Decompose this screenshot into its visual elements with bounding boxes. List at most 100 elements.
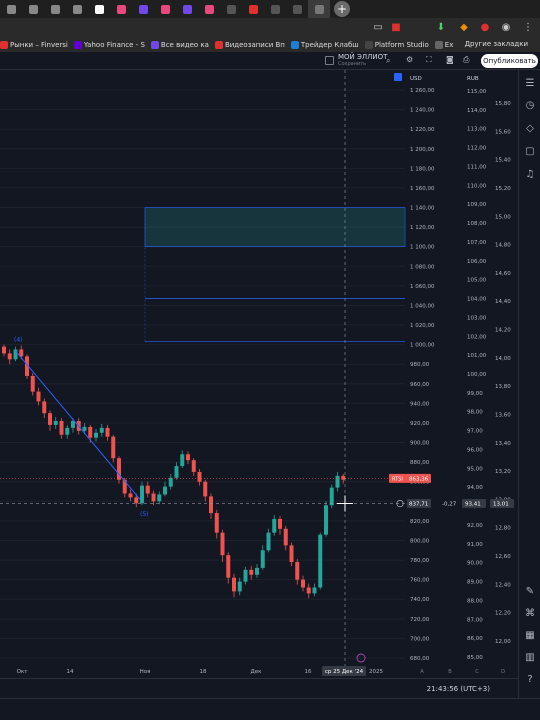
fullscreen-icon[interactable]: ⛶ xyxy=(426,55,432,64)
bookmark-icon xyxy=(0,41,8,49)
browser-tab[interactable] xyxy=(44,0,66,18)
time-tick-label: 18 xyxy=(200,669,207,675)
browser-tab[interactable] xyxy=(88,0,110,18)
browser-tab[interactable] xyxy=(132,0,154,18)
browser-tab[interactable] xyxy=(308,0,330,18)
rub-tick-label: 86,00 xyxy=(467,636,483,642)
usd-tick-label: 1 000,00 xyxy=(410,343,435,349)
browser-tab[interactable] xyxy=(286,0,308,18)
chat-icon[interactable]: ▢ xyxy=(525,146,535,157)
abp-icon[interactable]: ● xyxy=(480,22,490,33)
rub-tick-label: 88,00 xyxy=(467,598,483,604)
rub-tick-label: 104,00 xyxy=(467,297,487,303)
browser-tab[interactable] xyxy=(154,0,176,18)
browser-tab[interactable] xyxy=(264,0,286,18)
alerts-clock-icon[interactable]: ◷ xyxy=(525,100,535,111)
candle-body xyxy=(105,427,110,437)
bookmark-star-icon[interactable]: ■ xyxy=(391,22,401,33)
settings-icon[interactable]: ⚙ xyxy=(406,55,414,64)
right-tick-label: 12,60 xyxy=(495,554,511,560)
candle-body xyxy=(237,581,242,592)
browser-tab[interactable] xyxy=(110,0,132,18)
candle-body xyxy=(174,466,179,478)
event-marker-icon[interactable] xyxy=(356,653,366,663)
utc-clock[interactable]: 21:43:56 (UTC+3) xyxy=(426,685,490,693)
candle-body xyxy=(94,432,98,438)
right-tick-label: 15,20 xyxy=(495,186,511,192)
browser-tab[interactable] xyxy=(242,0,264,18)
watchlist-icon[interactable]: ☰ xyxy=(525,78,535,89)
candle-body xyxy=(7,353,12,360)
rub-tick-label: 113,00 xyxy=(467,127,487,133)
bookmark-icon xyxy=(214,41,223,49)
help-icon[interactable]: ? xyxy=(527,674,533,685)
rub-tick-label: 111,00 xyxy=(467,164,487,170)
layout-icon[interactable] xyxy=(325,56,334,65)
chart-bottom-bar: 21:43:56 (UTC+3) xyxy=(0,678,518,698)
notifications-bell-icon[interactable]: ♫ xyxy=(525,169,535,180)
candle-body xyxy=(272,518,277,533)
pencil-tool-icon[interactable]: ✎ xyxy=(525,586,535,597)
browser-tab[interactable] xyxy=(0,0,22,18)
add-alert-icon[interactable] xyxy=(396,500,404,508)
bookmark-item[interactable]: Ex xyxy=(434,41,453,49)
browser-tab[interactable] xyxy=(220,0,242,18)
right-tick-label: 15,60 xyxy=(495,129,511,135)
usd-tick-label: 1 100,00 xyxy=(410,245,435,251)
candle-body xyxy=(13,349,18,360)
time-tick-label: 2025 xyxy=(369,669,383,675)
share-icon[interactable]: ⎙ xyxy=(463,55,470,64)
publish-button[interactable]: Опубликовать xyxy=(481,54,538,68)
rtsi-price-tag xyxy=(389,473,431,483)
bookmark-item[interactable]: Видеозаписи Вп xyxy=(214,41,285,49)
bookmark-item[interactable]: Все видео ка xyxy=(150,41,209,49)
bookmark-item[interactable]: Рынки – Finversi xyxy=(0,41,68,49)
browser-tab[interactable] xyxy=(66,0,88,18)
usd-tick-label: 1 080,00 xyxy=(410,264,435,270)
extensions-icon[interactable]: ▭ xyxy=(373,22,383,33)
layers-icon[interactable]: ◇ xyxy=(526,123,534,134)
other-bookmarks[interactable]: Другие закладки xyxy=(464,40,528,48)
browser-tab-strip: + xyxy=(0,0,540,18)
rub-tick-label: 98,00 xyxy=(467,410,483,416)
candle-body xyxy=(140,485,144,504)
candle-body xyxy=(243,569,248,582)
new-tab-button[interactable]: + xyxy=(334,1,350,17)
candle-body xyxy=(88,426,93,438)
chart-area[interactable]: (4) (5) USD RUB 1 260,00 1 240,00 1 220,00 1 20… xyxy=(0,70,518,678)
bookmark-item[interactable]: Yahoo Finance - S xyxy=(73,41,145,49)
camera-icon[interactable]: ◙ xyxy=(446,55,454,64)
elliott-wave-line[interactable] xyxy=(15,351,141,500)
bar-chart-icon[interactable]: ▥ xyxy=(525,652,535,663)
target-zone-rectangle[interactable] xyxy=(144,207,406,247)
right-tick-label: 14,60 xyxy=(495,271,511,277)
rub-tick-label: 100,00 xyxy=(467,372,487,378)
bookmarks-bar: Рынки – Finversi Yahoo Finance - S Все вид… xyxy=(0,38,540,52)
bookmark-item[interactable]: Трейдер Клабш xyxy=(290,41,359,49)
rub-tick-label: 107,00 xyxy=(467,240,487,246)
rub-tick-label: 97,00 xyxy=(467,429,483,435)
rub-tick-label: 102,00 xyxy=(467,334,487,340)
chart-tool-icon[interactable]: ⌘ xyxy=(525,608,535,619)
scale-lock-icon[interactable] xyxy=(394,73,402,81)
browser-tab[interactable] xyxy=(22,0,44,18)
calendar-icon[interactable]: ▦ xyxy=(525,630,535,641)
extension-puzzle-icon[interactable]: ◆ xyxy=(460,22,468,33)
bookmark-label: Видеозаписи Вп xyxy=(224,41,285,49)
browser-tab[interactable] xyxy=(176,0,198,18)
rub-tick-label: 108,00 xyxy=(467,221,487,227)
right-tick-label: 13,60 xyxy=(495,412,511,418)
menu-dots-icon[interactable]: ⋮ xyxy=(523,22,533,33)
candle-body xyxy=(186,454,190,461)
bookmark-item[interactable]: Platform Studio xyxy=(364,41,429,49)
candle-body xyxy=(341,475,346,480)
rub-tick-label: 90,00 xyxy=(467,561,483,567)
candle-body xyxy=(19,349,24,357)
price-chart[interactable]: (4) (5) USD RUB 1 260,00 1 240,00 1 220,00 1 20… xyxy=(0,70,518,678)
browser-tab[interactable] xyxy=(198,0,220,18)
tab-favicon-icon xyxy=(204,4,214,14)
download-icon[interactable]: ⬇ xyxy=(436,22,446,33)
profile-icon[interactable]: ◉ xyxy=(501,22,511,33)
search-icon[interactable]: ⌕ xyxy=(386,56,391,65)
layout-name[interactable]: МОЙ ЭЛЛИОТ xyxy=(338,53,388,61)
